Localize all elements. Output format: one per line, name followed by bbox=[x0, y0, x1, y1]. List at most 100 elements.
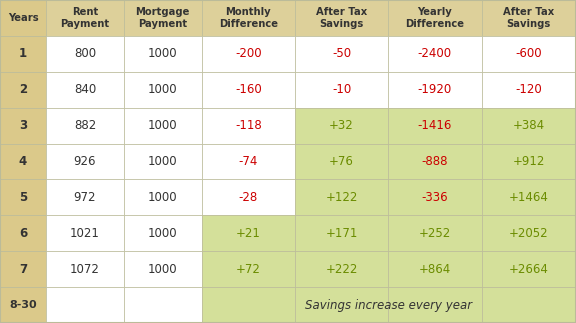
Text: 1021: 1021 bbox=[70, 227, 100, 240]
Text: -1920: -1920 bbox=[418, 83, 452, 96]
Bar bbox=[202, 287, 295, 323]
Bar bbox=[295, 108, 388, 143]
Text: -336: -336 bbox=[422, 191, 448, 204]
Bar bbox=[202, 215, 295, 251]
Bar bbox=[295, 180, 388, 215]
Bar bbox=[202, 0, 295, 36]
Bar bbox=[295, 215, 388, 251]
Bar bbox=[388, 180, 482, 215]
Bar bbox=[124, 143, 202, 180]
Bar bbox=[388, 215, 482, 251]
Text: 1: 1 bbox=[19, 47, 27, 60]
Bar bbox=[388, 108, 482, 143]
Text: 882: 882 bbox=[74, 119, 96, 132]
Bar bbox=[124, 0, 202, 36]
Text: +2664: +2664 bbox=[509, 263, 549, 276]
Text: -74: -74 bbox=[238, 155, 258, 168]
Text: -50: -50 bbox=[332, 47, 351, 60]
Bar bbox=[482, 36, 576, 72]
Bar bbox=[46, 180, 124, 215]
Text: Monthly
Difference: Monthly Difference bbox=[219, 7, 278, 29]
Text: 1000: 1000 bbox=[148, 119, 177, 132]
Bar bbox=[482, 0, 576, 36]
Text: 7: 7 bbox=[19, 263, 27, 276]
Text: +864: +864 bbox=[419, 263, 451, 276]
Bar bbox=[482, 251, 576, 287]
Bar bbox=[388, 36, 482, 72]
Text: +252: +252 bbox=[419, 227, 451, 240]
Bar bbox=[46, 72, 124, 108]
Bar bbox=[202, 143, 295, 180]
Text: 1072: 1072 bbox=[70, 263, 100, 276]
Text: -160: -160 bbox=[235, 83, 262, 96]
Bar bbox=[46, 36, 124, 72]
Text: 1000: 1000 bbox=[148, 83, 177, 96]
Text: 1000: 1000 bbox=[148, 263, 177, 276]
Bar bbox=[0, 0, 46, 36]
Text: 926: 926 bbox=[74, 155, 96, 168]
Bar bbox=[388, 143, 482, 180]
Bar bbox=[46, 143, 124, 180]
Bar bbox=[295, 72, 388, 108]
Text: -200: -200 bbox=[235, 47, 262, 60]
Bar bbox=[482, 215, 576, 251]
Text: 2: 2 bbox=[19, 83, 27, 96]
Text: +384: +384 bbox=[513, 119, 545, 132]
Bar bbox=[202, 108, 295, 143]
Text: 6: 6 bbox=[19, 227, 27, 240]
Text: -118: -118 bbox=[235, 119, 262, 132]
Bar bbox=[295, 287, 388, 323]
Text: Mortgage
Payment: Mortgage Payment bbox=[135, 7, 190, 29]
Text: 840: 840 bbox=[74, 83, 96, 96]
Text: +21: +21 bbox=[236, 227, 261, 240]
Text: Years: Years bbox=[7, 13, 39, 23]
Bar bbox=[0, 215, 46, 251]
Text: 8-30: 8-30 bbox=[9, 300, 37, 310]
Text: +171: +171 bbox=[325, 227, 358, 240]
Bar bbox=[295, 36, 388, 72]
Text: +72: +72 bbox=[236, 263, 261, 276]
Bar bbox=[0, 287, 46, 323]
Bar bbox=[46, 0, 124, 36]
Bar bbox=[46, 287, 124, 323]
Text: 1000: 1000 bbox=[148, 47, 177, 60]
Bar bbox=[0, 180, 46, 215]
Text: -2400: -2400 bbox=[418, 47, 452, 60]
Bar bbox=[482, 143, 576, 180]
Text: +32: +32 bbox=[329, 119, 354, 132]
Bar bbox=[482, 108, 576, 143]
Text: Yearly
Difference: Yearly Difference bbox=[406, 7, 464, 29]
Bar bbox=[46, 215, 124, 251]
Bar bbox=[124, 180, 202, 215]
Bar bbox=[202, 251, 295, 287]
Text: 3: 3 bbox=[19, 119, 27, 132]
Bar bbox=[124, 287, 202, 323]
Bar bbox=[482, 180, 576, 215]
Text: 800: 800 bbox=[74, 47, 96, 60]
Bar bbox=[124, 215, 202, 251]
Text: +76: +76 bbox=[329, 155, 354, 168]
Text: After Tax
Savings: After Tax Savings bbox=[316, 7, 367, 29]
Bar bbox=[202, 36, 295, 72]
Bar bbox=[388, 287, 482, 323]
Bar bbox=[0, 72, 46, 108]
Bar bbox=[482, 72, 576, 108]
Text: 1000: 1000 bbox=[148, 227, 177, 240]
Text: +912: +912 bbox=[513, 155, 545, 168]
Bar bbox=[202, 72, 295, 108]
Bar bbox=[124, 72, 202, 108]
Bar bbox=[295, 0, 388, 36]
Text: Rent
Payment: Rent Payment bbox=[60, 7, 109, 29]
Bar bbox=[46, 251, 124, 287]
Text: Savings increase every year: Savings increase every year bbox=[305, 298, 472, 312]
Bar bbox=[202, 180, 295, 215]
Bar bbox=[388, 251, 482, 287]
Text: -120: -120 bbox=[516, 83, 542, 96]
Text: 5: 5 bbox=[19, 191, 27, 204]
Text: 1000: 1000 bbox=[148, 155, 177, 168]
Text: -28: -28 bbox=[238, 191, 258, 204]
Bar bbox=[295, 251, 388, 287]
Text: 972: 972 bbox=[74, 191, 96, 204]
Text: -600: -600 bbox=[516, 47, 542, 60]
Bar bbox=[0, 36, 46, 72]
